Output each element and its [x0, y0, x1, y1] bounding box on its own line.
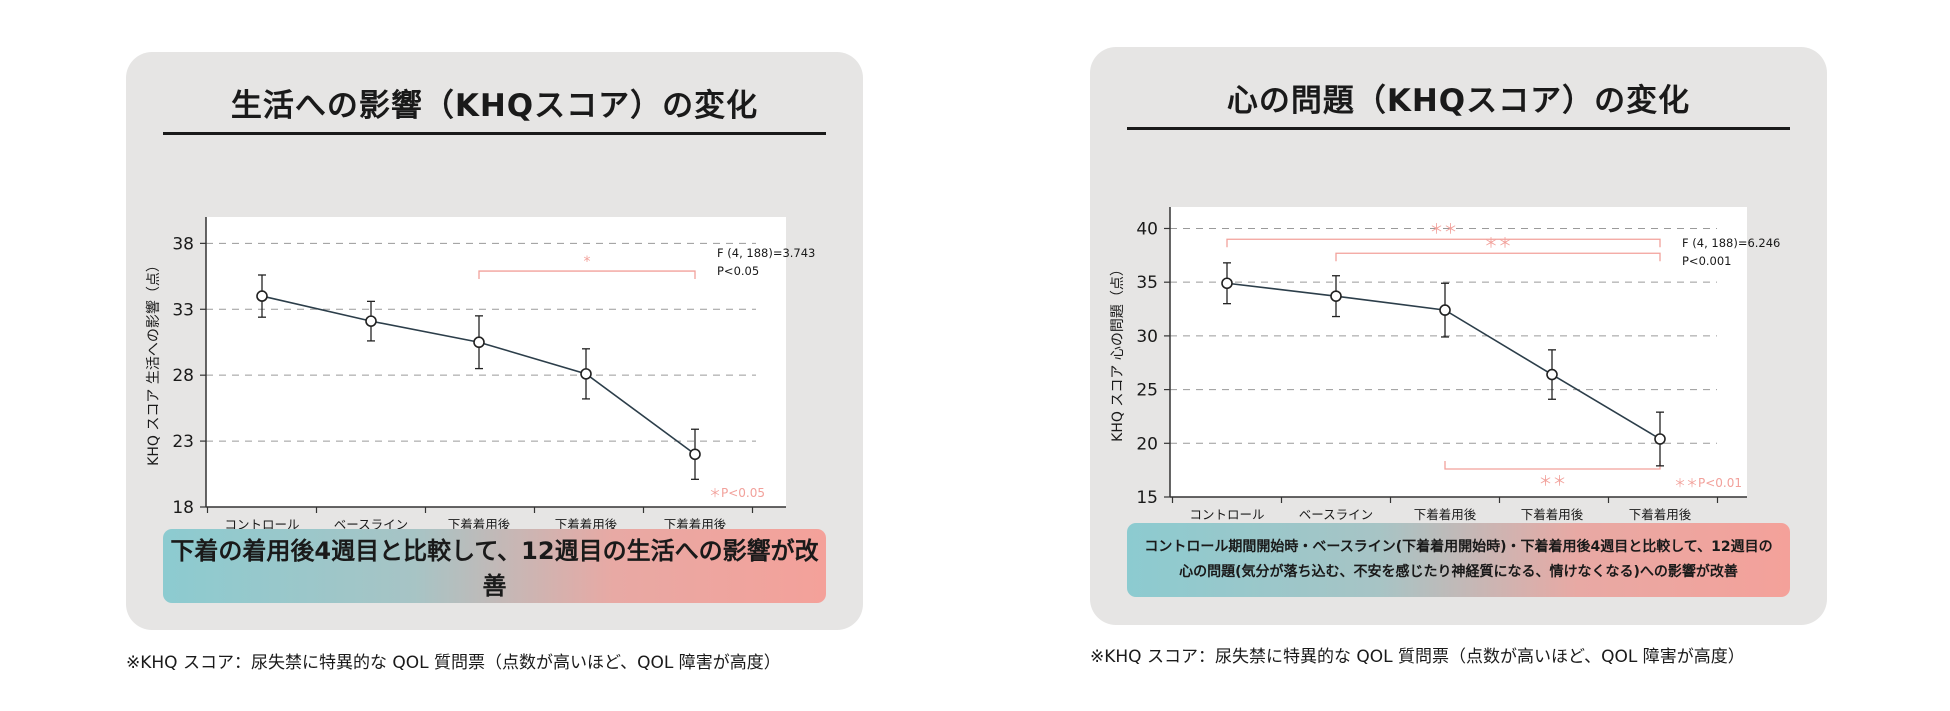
stat-text: F (4, 188)=6.246 [1682, 236, 1780, 250]
data-point [256, 290, 268, 302]
right-panel: 心の問題（KHQスコア）の変化 15 20 25 30 35 40 KHQ スコア 心の問題… [1090, 47, 1827, 625]
left-footnote: ※KHQ スコア：尿失禁に特異的な QOL 質問票（点数が高いほど、QOL 障害… [126, 653, 781, 673]
data-point [1330, 290, 1342, 302]
significance-mark: ＊＊ [1430, 222, 1458, 238]
data-point [689, 448, 701, 461]
y-tick-label: 40 [1136, 219, 1158, 239]
y-tick-label: 35 [1136, 273, 1158, 293]
significance-bracket [1226, 238, 1661, 248]
significance-bracket [1335, 252, 1661, 262]
data-point [1439, 304, 1451, 316]
y-tick-label: 30 [1136, 327, 1158, 347]
right-banner-line-1: コントロール期間開始時・ベースライン(下着着用開始時)・下着着用後4週目と比較し… [1144, 539, 1773, 555]
stat-text: F (4, 188)=3.743 [717, 246, 815, 260]
significance-note: ＊＊P<0.01 [1674, 476, 1742, 490]
x-tick-label: 下着着用後 [664, 517, 727, 532]
left-summary-banner: 下着の着用後4週目と比較して、12週目の生活への影響が改善 [163, 529, 826, 603]
y-tick-label: 18 [172, 498, 194, 518]
data-point [473, 336, 485, 349]
left-title-rule [163, 132, 826, 135]
x-tick-label: ベースライン [1299, 507, 1373, 522]
y-tick-label: 25 [1136, 381, 1158, 401]
significance-bracket [478, 270, 696, 280]
stat-text: P<0.05 [717, 264, 759, 278]
right-footnote: ※KHQ スコア：尿失禁に特異的な QOL 質問票（点数が高いほど、QOL 障害… [1090, 647, 1745, 667]
data-point [580, 368, 592, 380]
x-tick-label: ベースライン [334, 517, 408, 532]
right-panel-title: 心の問題（KHQスコア）の変化 [1226, 83, 1691, 119]
x-tick-label: 下着着用後 [555, 517, 618, 532]
y-tick-label: 38 [172, 234, 194, 254]
x-tick-label: 下着着用後 [448, 517, 511, 532]
y-tick-label: 28 [172, 366, 194, 386]
significance-mark: ＊＊ [1539, 474, 1567, 490]
y-tick-label: 33 [172, 300, 194, 320]
right-title-rule [1127, 127, 1790, 130]
x-tick-label: 下着着用後 [1629, 507, 1692, 522]
plot-area [206, 217, 786, 507]
right-summary-banner: コントロール期間開始時・ベースライン(下着着用開始時)・下着着用後4週目と比較し… [1127, 523, 1790, 597]
data-point [1221, 277, 1233, 290]
significance-note: ＊P<0.05 [709, 486, 765, 500]
left-panel: 生活への影響（KHQスコア）の変化 18 23 28 33 38 KHQ スコア 生活への… [126, 52, 863, 630]
right-banner-line-2: 心の問題(気分が落ち込む、不安を感じたり神経質になる、情けなくなる)への影響が改… [1179, 564, 1738, 580]
left-panel-title: 生活への影響（KHQスコア）の変化 [230, 88, 759, 124]
x-tick-label: 下着着用後 [1521, 507, 1584, 522]
x-tick-label: 下着着用後 [1414, 507, 1477, 522]
plot-area [1170, 207, 1747, 497]
y-tick-label: 23 [172, 432, 194, 452]
y-tick-label: 15 [1136, 488, 1158, 508]
data-point [1654, 433, 1666, 445]
x-tick-label: コントロール [224, 517, 299, 532]
x-tick-label: コントロール [1189, 507, 1264, 522]
stat-text: P<0.001 [1682, 254, 1732, 268]
data-point [365, 315, 377, 327]
y-axis-label: KHQ スコア 心の問題（点） [1110, 262, 1126, 442]
y-axis-label: KHQ スコア 生活への影響（点） [145, 258, 162, 466]
data-point [1546, 368, 1558, 381]
significance-mark: ＊＊ [1484, 236, 1512, 252]
significance-mark: * [584, 254, 591, 270]
y-tick-label: 20 [1136, 434, 1158, 454]
